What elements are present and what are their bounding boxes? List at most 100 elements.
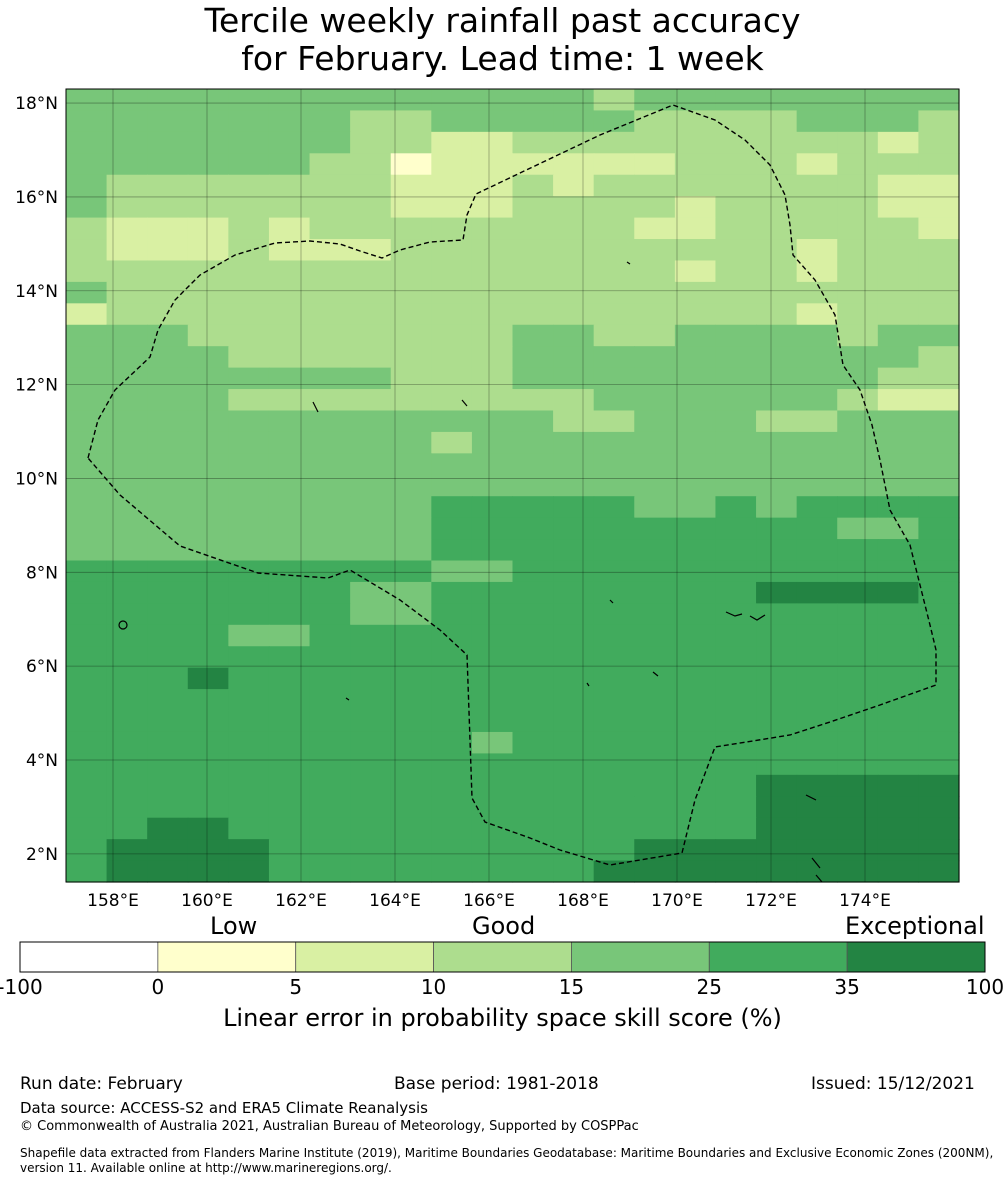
skill-cell <box>106 817 148 840</box>
skill-cell <box>390 689 432 712</box>
skill-cell <box>309 153 351 176</box>
skill-cell <box>837 539 879 562</box>
skill-cell <box>634 410 676 433</box>
skill-cell <box>350 646 392 669</box>
skill-cell <box>756 260 798 283</box>
skill-cell <box>66 667 108 690</box>
skill-cell <box>593 539 635 562</box>
skill-cell <box>918 517 960 540</box>
skill-cell <box>471 196 514 219</box>
skill-cell <box>674 774 717 797</box>
skill-cell <box>268 817 311 840</box>
skill-cell <box>106 431 148 454</box>
skill-cell <box>350 346 392 369</box>
skill-cell <box>228 110 270 133</box>
skill-cell <box>715 710 757 733</box>
skill-cell <box>796 753 838 776</box>
skill-cell <box>796 217 838 240</box>
skill-cell <box>715 410 757 433</box>
skill-cell <box>715 860 757 883</box>
skill-cell <box>512 431 554 454</box>
skill-cell <box>837 646 879 669</box>
skill-cell <box>471 667 514 690</box>
skill-cell <box>796 153 838 176</box>
colorbar-tick-label: 25 <box>696 975 723 999</box>
skill-cell <box>66 624 108 647</box>
skill-cell <box>593 689 635 712</box>
skill-cell <box>796 281 838 304</box>
skill-cell <box>350 410 392 433</box>
skill-cell <box>512 560 554 583</box>
skill-cell <box>796 239 838 262</box>
skill-cell <box>66 581 108 604</box>
skill-cell <box>918 581 960 604</box>
base-period: Base period: 1981-2018 <box>394 1074 599 1094</box>
latitude-label: 2°N <box>26 845 58 865</box>
map-frame <box>65 88 960 883</box>
skill-cell <box>756 581 798 604</box>
skill-cell <box>553 389 595 412</box>
colorbar-segment <box>19 941 159 973</box>
skill-cell <box>756 239 798 262</box>
skill-cell <box>147 581 189 604</box>
skill-cell <box>837 496 879 519</box>
skill-cell <box>512 839 554 862</box>
skill-cell <box>187 496 229 519</box>
skill-cell <box>390 303 432 326</box>
skill-cell <box>228 667 270 690</box>
skill-cell <box>187 839 229 862</box>
skill-cell <box>431 153 473 176</box>
skill-cell <box>66 389 108 412</box>
skill-cell <box>147 517 189 540</box>
skill-cell <box>593 774 635 797</box>
skill-cell <box>187 389 229 412</box>
skill-cell <box>756 731 798 754</box>
skill-cell <box>66 174 108 197</box>
skill-cell <box>512 774 554 797</box>
skill-cell <box>147 431 189 454</box>
skill-cell <box>350 389 392 412</box>
skill-cell <box>674 239 717 262</box>
skill-cell <box>147 474 189 497</box>
skill-cell <box>756 667 798 690</box>
skill-cell <box>837 110 879 133</box>
skill-cell <box>918 496 960 519</box>
skill-cell <box>877 689 920 712</box>
longitude-label: 166°E <box>463 891 515 911</box>
skill-cell <box>593 217 635 240</box>
skill-cell <box>390 367 432 390</box>
skill-cell <box>674 260 717 283</box>
skill-cell <box>512 817 554 840</box>
skill-cell <box>350 89 392 112</box>
skill-cell <box>877 346 920 369</box>
skill-cell <box>715 131 757 154</box>
skill-cell <box>390 731 432 754</box>
skill-cell <box>756 539 798 562</box>
skill-cell <box>756 624 798 647</box>
skill-cell <box>796 196 838 219</box>
skill-cell <box>796 260 838 283</box>
colorbar-segment <box>157 941 297 973</box>
skill-cell <box>877 496 920 519</box>
skill-cell <box>715 603 757 626</box>
skill-cell <box>918 624 960 647</box>
skill-cell <box>634 324 676 347</box>
skill-cell <box>918 710 960 733</box>
skill-cell <box>593 453 635 476</box>
skill-cell <box>593 646 635 669</box>
skill-grid-cells <box>66 89 960 883</box>
skill-cell <box>309 367 351 390</box>
skill-cell <box>309 839 351 862</box>
skill-cell <box>390 453 432 476</box>
skill-cell <box>512 710 554 733</box>
skill-cell <box>106 410 148 433</box>
skill-cell <box>918 239 960 262</box>
skill-cell <box>918 174 960 197</box>
skill-cell <box>350 839 392 862</box>
skill-cell <box>756 367 798 390</box>
skill-cell <box>553 217 595 240</box>
skill-cell <box>796 174 838 197</box>
skill-cell <box>350 196 392 219</box>
skill-cell <box>512 174 554 197</box>
skill-cell <box>147 110 189 133</box>
